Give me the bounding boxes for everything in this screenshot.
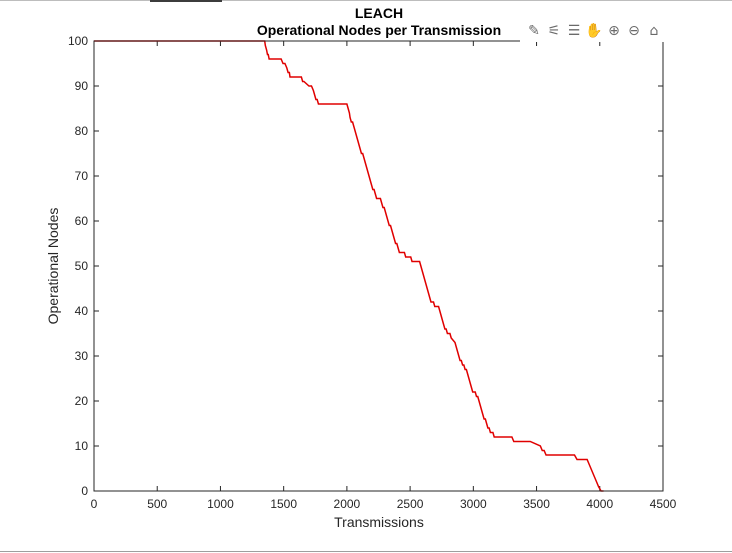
- y-tick-label: 10: [75, 439, 89, 453]
- brush-icon[interactable]: ⚟: [544, 21, 564, 41]
- edit-plot-icon-glyph: ✎: [528, 23, 540, 39]
- chart-title: LEACH: [355, 5, 403, 21]
- axes-box: [93, 40, 664, 492]
- x-tick-label: 3000: [460, 497, 487, 511]
- y-tick-label: 90: [75, 79, 89, 93]
- axis-tick-labels: 0 500 1000 1500 2000 2500 3000 3500 4000 4500 0 10 2…: [68, 34, 677, 511]
- zoom-out-icon-glyph: ⊖: [628, 23, 640, 39]
- x-tick-label: 0: [91, 497, 98, 511]
- pan-icon[interactable]: ✋: [584, 21, 604, 41]
- y-tick-label: 100: [68, 34, 88, 48]
- x-tick-label: 4000: [586, 497, 613, 511]
- y-tick-label: 80: [75, 124, 89, 138]
- home-icon[interactable]: ⌂: [644, 21, 664, 41]
- zoom-in-icon[interactable]: ⊕: [604, 21, 624, 41]
- y-tick-label: 30: [75, 349, 89, 363]
- x-tick-label: 1000: [207, 497, 234, 511]
- y-tick-label: 60: [75, 214, 89, 228]
- data-tips-icon[interactable]: ☰: [564, 21, 584, 41]
- x-tick-label: 1500: [270, 497, 297, 511]
- zoom-in-icon-glyph: ⊕: [608, 23, 620, 39]
- x-axis-label: Transmissions: [334, 514, 424, 530]
- data-tips-icon-glyph: ☰: [567, 23, 581, 39]
- pan-icon-glyph: ✋: [585, 23, 603, 39]
- y-tick-label: 50: [75, 259, 89, 273]
- y-tick-label: 0: [81, 484, 88, 498]
- chart-subtitle: Operational Nodes per Transmission: [257, 22, 501, 38]
- x-tick-label: 4500: [650, 497, 677, 511]
- y-tick-label: 40: [75, 304, 89, 318]
- series-line: [94, 40, 604, 492]
- axes-toolbar: ✎ ⚟ ☰ ✋ ⊕ ⊖ ⌂: [520, 20, 664, 42]
- x-tick-label: 2000: [334, 497, 361, 511]
- edit-plot-icon[interactable]: ✎: [524, 21, 544, 41]
- home-icon-glyph: ⌂: [649, 23, 659, 39]
- window-tab-indicator: [150, 0, 222, 2]
- window-top-border: [0, 0, 732, 1]
- y-tick-label: 70: [75, 169, 89, 183]
- y-axis-label: Operational Nodes: [45, 208, 61, 325]
- zoom-out-icon[interactable]: ⊖: [624, 21, 644, 41]
- window-bottom-border: [0, 551, 732, 552]
- plot-area[interactable]: [94, 41, 663, 491]
- x-tick-label: 2500: [397, 497, 424, 511]
- y-tick-label: 20: [75, 394, 89, 408]
- brush-icon-glyph: ⚟: [547, 23, 561, 39]
- x-tick-label: 500: [147, 497, 167, 511]
- x-tick-label: 3500: [523, 497, 550, 511]
